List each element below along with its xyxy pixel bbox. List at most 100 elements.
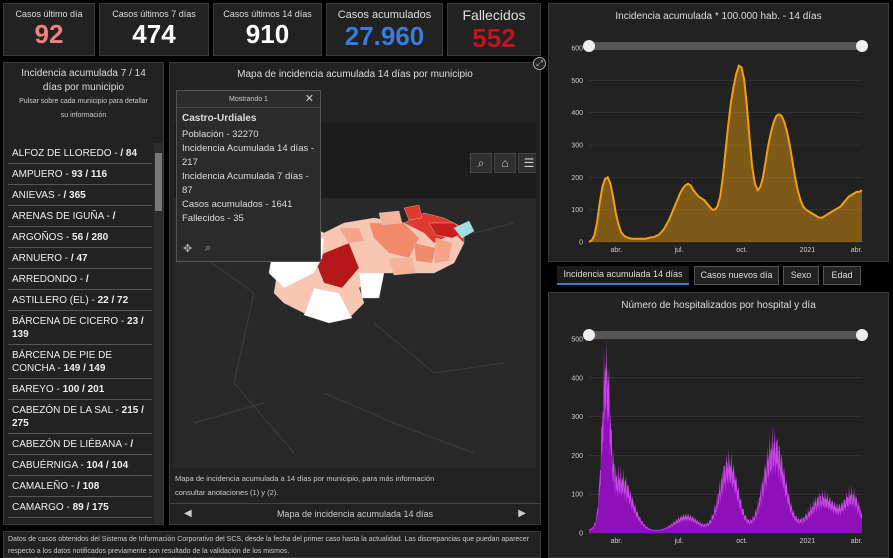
- kpi-value: 27.960: [344, 21, 425, 51]
- tab-edad[interactable]: Edad: [823, 266, 861, 285]
- x-tick-label: abr.: [851, 247, 863, 254]
- kpi-label: Casos último día: [15, 9, 83, 19]
- municipio-name: ASTILLERO (EL) -: [12, 295, 98, 306]
- municipio-name: CABEZÓN DE LIÉBANA -: [12, 439, 131, 450]
- list-item[interactable]: ASTILLERO (EL) - 22 / 72: [8, 290, 152, 311]
- pan-icon[interactable]: ✥: [183, 243, 193, 255]
- municipio-name: BÁRCENA DE CICERO -: [12, 316, 128, 327]
- list-item[interactable]: ARREDONDO - /: [8, 269, 152, 290]
- list-item[interactable]: CAMPOO DE ENMEDIO - 406 / 649: [8, 518, 152, 523]
- y-tick-label: 0: [579, 240, 583, 247]
- popup-count: Mostrando 1: [229, 96, 268, 103]
- incidencia-chart-panel: Incidencia acumulada * 100.000 hab. - 14…: [548, 3, 889, 262]
- municipio-popup: Mostrando 1 ✕ Castro-Urdiales Población …: [176, 90, 321, 262]
- municipio-name: ARENAS DE IGUÑA -: [12, 211, 113, 222]
- range-slider-track: [589, 42, 862, 50]
- tab-casos-nuevos-dia[interactable]: Casos nuevos día: [694, 266, 779, 285]
- popup-line: Incidencia Acumulada 14 días - 217: [182, 143, 315, 168]
- kpi-label: Casos últimos 14 días: [223, 9, 312, 19]
- municipio-incidence: /: [112, 211, 116, 222]
- hospitalizados-chart[interactable]: 0 100 200 300 400 500 abr. jul. oct. 2021 abr.: [549, 315, 888, 558]
- list-item[interactable]: ALFOZ DE LLOREDO - / 84: [8, 143, 152, 164]
- x-tick-label: abr.: [610, 247, 622, 254]
- zoom-to-icon[interactable]: ⌕: [205, 242, 212, 254]
- kpi-casos-14-dias: Casos últimos 14 días 910: [213, 3, 322, 56]
- list-item[interactable]: ARNUERO - / 47: [8, 248, 152, 269]
- municipio-list-panel: Incidencia acumulada 7 / 14 días por mun…: [3, 62, 164, 525]
- close-icon[interactable]: ✕: [304, 93, 314, 105]
- search-button[interactable]: ⌕: [470, 153, 492, 173]
- popup-line: Población - 32270: [182, 129, 259, 140]
- next-icon[interactable]: ▶: [518, 508, 526, 519]
- kpi-value: 92: [34, 19, 64, 49]
- x-tick-label: oct.: [736, 247, 747, 254]
- list-item[interactable]: CABEZÓN DE LA SAL - 215 / 275: [8, 400, 152, 434]
- expand-icon[interactable]: ⤢: [533, 57, 546, 70]
- municipio-incidence: 23 / 139: [12, 316, 144, 340]
- range-slider-track: [589, 331, 862, 339]
- hospitalizados-series-area: [589, 372, 862, 533]
- footnote-panel: Datos de casos obtenidos del Sistema de …: [3, 531, 541, 558]
- popup-line: Fallecidos - 35: [182, 213, 244, 224]
- list-item[interactable]: ARENAS DE IGUÑA - /: [8, 206, 152, 227]
- popup-municipio: Castro-Urdiales: [182, 113, 257, 124]
- municipio-incidence: /: [130, 439, 134, 450]
- popup-line: Casos acumulados - 1641: [182, 199, 293, 210]
- map-caption: Mapa de incidencia acumulada a 14 días p…: [175, 474, 435, 497]
- list-item[interactable]: BÁRCENA DE PIE DE CONCHA - 149 / 149: [8, 345, 152, 379]
- y-tick-label: 200: [571, 453, 583, 460]
- y-tick-label: 500: [571, 78, 583, 85]
- municipio-name: BÁRCENA DE PIE DE CONCHA -: [12, 350, 113, 374]
- municipio-name: CABEZÓN DE LA SAL -: [12, 405, 122, 416]
- municipio-incidence: 100 / 201: [62, 384, 105, 395]
- list-item[interactable]: CAMALEÑO - / 108: [8, 476, 152, 497]
- list-subtitle: Pulsar sobre cada municipio para detalla…: [19, 98, 148, 119]
- map-title: Mapa de incidencia acumulada 14 días por…: [237, 69, 473, 80]
- list-item[interactable]: BAREYO - 100 / 201: [8, 379, 152, 400]
- y-tick-label: 300: [571, 414, 583, 421]
- legend-button[interactable]: ☰: [518, 153, 536, 173]
- y-tick-label: 200: [571, 175, 583, 182]
- list-item[interactable]: CABEZÓN DE LIÉBANA - /: [8, 434, 152, 455]
- kpi-fallecidos: Fallecidos 552: [447, 3, 541, 56]
- y-tick-label: 100: [571, 492, 583, 499]
- range-slider-handle-left: [583, 329, 595, 341]
- list-item[interactable]: BÁRCENA DE CICERO - 23 / 139: [8, 311, 152, 345]
- hospitalizados-chart-panel: Número de hospitalizados por hospital y …: [548, 292, 889, 558]
- chart-title: Número de hospitalizados por hospital y …: [621, 300, 816, 311]
- municipio-list[interactable]: ALFOZ DE LLOREDO - / 84 AMPUERO - 93 / 11…: [8, 143, 152, 523]
- x-tick-label: 2021: [800, 538, 816, 545]
- y-tick-label: 500: [571, 337, 583, 344]
- kpi-casos-7-dias: Casos últimos 7 días 474: [99, 3, 209, 56]
- x-tick-label: 2021: [800, 247, 816, 254]
- kpi-value: 474: [132, 19, 176, 49]
- list-item[interactable]: AMPUERO - 93 / 116: [8, 164, 152, 185]
- x-tick-label: oct.: [736, 538, 747, 545]
- incidencia-chart[interactable]: 0 100 200 300 400 500 600 abr. jul. oct. 2021 abr.: [549, 26, 888, 262]
- municipio-incidence: /: [85, 274, 89, 285]
- popup-header: Mostrando 1 ✕: [177, 91, 320, 108]
- list-item[interactable]: CAMARGO - 89 / 175: [8, 497, 152, 518]
- municipio-name: CAMALEÑO -: [12, 481, 78, 492]
- list-item[interactable]: ANIEVAS - / 365: [8, 185, 152, 206]
- kpi-label: Casos acumulados: [337, 9, 432, 21]
- x-tick-label: jul.: [674, 538, 684, 545]
- prev-icon[interactable]: ◀: [184, 508, 192, 519]
- home-button[interactable]: ⌂: [494, 153, 516, 173]
- x-tick-label: abr.: [851, 538, 863, 545]
- municipio-incidence: / 47: [70, 253, 88, 264]
- municipio-incidence: 89 / 175: [72, 502, 109, 513]
- list-item[interactable]: ARGOÑOS - 56 / 280: [8, 227, 152, 248]
- y-tick-label: 600: [571, 46, 583, 53]
- municipio-name: ALFOZ DE LLOREDO -: [12, 148, 121, 159]
- x-tick-label: jul.: [674, 247, 684, 254]
- kpi-casos-acumulados: Casos acumulados 27.960: [326, 3, 443, 56]
- list-item[interactable]: CABUÉRNIGA - 104 / 104: [8, 455, 152, 476]
- kpi-value: 910: [245, 19, 290, 49]
- tab-sexo[interactable]: Sexo: [783, 266, 819, 285]
- municipio-name: ARREDONDO -: [12, 274, 86, 285]
- list-scrollbar[interactable]: [154, 143, 163, 523]
- municipio-name: AMPUERO -: [12, 169, 72, 180]
- scroll-thumb[interactable]: [155, 153, 162, 211]
- tab-incidencia-14-dias[interactable]: Incidencia acumulada 14 días: [557, 266, 689, 285]
